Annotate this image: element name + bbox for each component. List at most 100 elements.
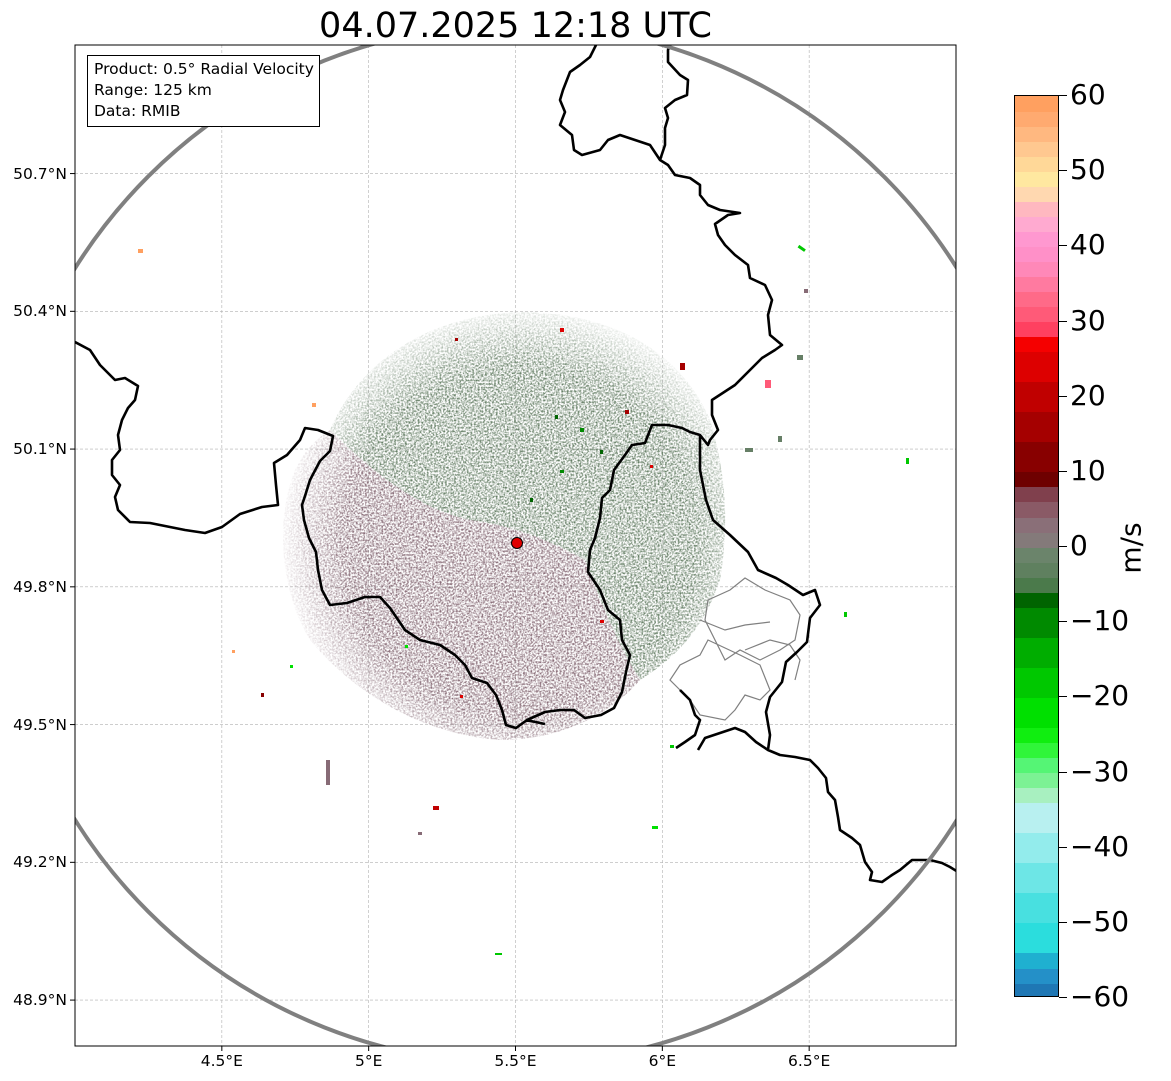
lat-tick-label: 50.7°N bbox=[13, 164, 67, 183]
scattered-echoes bbox=[138, 244, 909, 955]
velocity-echoes bbox=[283, 312, 726, 740]
colorbar-band bbox=[1015, 982, 1058, 996]
colorbar-band bbox=[1015, 562, 1058, 578]
product-info-box: Product: 0.5° Radial Velocity Range: 125… bbox=[87, 55, 320, 127]
colorbar-tick bbox=[1059, 320, 1067, 322]
colorbar-band bbox=[1015, 501, 1058, 518]
colorbar-tick bbox=[1059, 997, 1067, 998]
colorbar-tick-label: −10 bbox=[1070, 604, 1130, 638]
colorbar-band bbox=[1015, 516, 1058, 533]
colorbar-tick bbox=[1059, 170, 1067, 172]
colorbar-tick-label: 50 bbox=[1070, 153, 1106, 187]
colorbar-tick bbox=[1059, 771, 1067, 773]
colorbar-band bbox=[1015, 291, 1058, 308]
lat-tick-label: 49.5°N bbox=[13, 715, 67, 734]
colorbar-band bbox=[1015, 306, 1058, 323]
colorbar-tick bbox=[1059, 846, 1067, 848]
colorbar-band bbox=[1015, 967, 1058, 984]
inbound-velocity-area bbox=[330, 312, 726, 680]
range-label: Range: 125 km bbox=[94, 81, 212, 99]
colorbar-band bbox=[1015, 381, 1058, 413]
lon-tick-label: 5°E bbox=[354, 1052, 383, 1070]
colorbar-tick-label: 60 bbox=[1070, 78, 1106, 111]
colorbar-band bbox=[1015, 862, 1058, 894]
outbound-velocity-area bbox=[283, 430, 640, 740]
colorbar-band bbox=[1015, 156, 1058, 172]
colorbar-band bbox=[1015, 547, 1058, 563]
colorbar-band bbox=[1015, 216, 1058, 232]
colorbar-band bbox=[1015, 697, 1058, 728]
colorbar-band bbox=[1015, 126, 1058, 142]
colorbar-band bbox=[1015, 141, 1058, 157]
lat-tick-label: 50.4°N bbox=[13, 302, 67, 321]
lat-tick-label: 49.2°N bbox=[13, 853, 67, 872]
colorbar-band bbox=[1015, 787, 1058, 804]
colorbar-band bbox=[1015, 772, 1058, 789]
colorbar-band bbox=[1015, 637, 1058, 668]
product-label: Product: 0.5° Radial Velocity bbox=[94, 60, 314, 78]
colorbar-band bbox=[1015, 261, 1058, 277]
axis-ticks bbox=[70, 173, 810, 1051]
colorbar-band bbox=[1015, 231, 1058, 247]
colorbar-tick bbox=[1059, 395, 1067, 397]
lon-tick-label: 6°E bbox=[648, 1052, 677, 1070]
colorbar-band bbox=[1015, 727, 1058, 744]
colorbar-tick-label: −20 bbox=[1070, 679, 1130, 713]
colorbar-band bbox=[1015, 441, 1058, 473]
colorbar-band bbox=[1015, 892, 1058, 924]
colorbar-band bbox=[1015, 531, 1058, 548]
colorbar-unit-label: m/s bbox=[1114, 522, 1148, 574]
colorbar-band bbox=[1015, 186, 1058, 202]
colorbar-tick-label: 0 bbox=[1070, 529, 1088, 562]
colorbar-tick-label: 30 bbox=[1070, 303, 1106, 337]
colorbar-band bbox=[1015, 802, 1058, 834]
colorbar-band bbox=[1015, 96, 1058, 112]
colorbar-band bbox=[1015, 276, 1058, 293]
colorbar-band bbox=[1015, 607, 1058, 638]
colorbar-tick bbox=[1059, 921, 1067, 923]
colorbar-tick-label: −40 bbox=[1070, 829, 1130, 863]
radar-site-marker bbox=[511, 537, 523, 549]
data-source-label: Data: RMIB bbox=[94, 102, 181, 120]
lon-tick-label: 5.5°E bbox=[494, 1052, 537, 1070]
velocity-colorbar bbox=[1014, 95, 1059, 997]
colorbar-band bbox=[1015, 201, 1058, 217]
lat-tick-label: 48.9°N bbox=[13, 991, 67, 1010]
colorbar-tick-label: −50 bbox=[1070, 904, 1130, 938]
colorbar-band bbox=[1015, 321, 1058, 338]
colorbar-band bbox=[1015, 486, 1058, 503]
colorbar-band bbox=[1015, 952, 1058, 969]
colorbar-tick bbox=[1059, 470, 1067, 472]
lon-tick-label: 4.5°E bbox=[200, 1052, 243, 1070]
colorbar-band bbox=[1015, 471, 1058, 488]
colorbar-band bbox=[1015, 832, 1058, 864]
colorbar-tick-label: 20 bbox=[1070, 378, 1106, 412]
colorbar-band bbox=[1015, 667, 1058, 698]
lat-tick-label: 49.8°N bbox=[13, 577, 67, 596]
colorbar-band bbox=[1015, 742, 1058, 759]
lon-tick-label: 6.5°E bbox=[788, 1052, 831, 1070]
colorbar-band bbox=[1015, 922, 1058, 954]
colorbar-band bbox=[1015, 111, 1058, 127]
colorbar-band bbox=[1015, 171, 1058, 187]
colorbar-band bbox=[1015, 246, 1058, 262]
colorbar-band bbox=[1015, 411, 1058, 443]
colorbar-tick-label: 10 bbox=[1070, 453, 1106, 487]
colorbar-tick bbox=[1059, 696, 1067, 698]
colorbar-band bbox=[1015, 336, 1058, 353]
national-borders bbox=[75, 45, 956, 884]
colorbar-band bbox=[1015, 351, 1058, 383]
colorbar-band bbox=[1015, 592, 1058, 608]
colorbar-tick bbox=[1059, 546, 1067, 547]
colorbar-tick bbox=[1059, 621, 1067, 623]
colorbar-band bbox=[1015, 577, 1058, 593]
colorbar-tick bbox=[1059, 245, 1067, 247]
colorbar-tick-label: −30 bbox=[1070, 754, 1130, 788]
colorbar-tick-label: 40 bbox=[1070, 228, 1106, 262]
map-title: 04.07.2025 12:18 UTC bbox=[319, 6, 712, 46]
admin-boundaries bbox=[669, 577, 801, 721]
colorbar-tick-label: −60 bbox=[1070, 980, 1130, 1013]
colorbar-tick bbox=[1059, 95, 1067, 96]
lat-tick-label: 50.1°N bbox=[13, 440, 67, 459]
